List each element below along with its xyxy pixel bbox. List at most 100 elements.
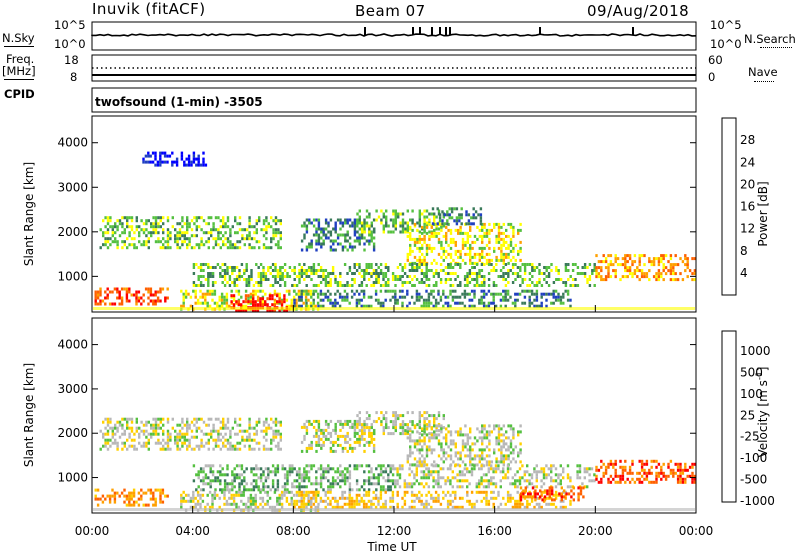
- heatmap-cell: [555, 278, 558, 281]
- heatmap-cell: [241, 237, 244, 241]
- heatmap-cell: [466, 240, 469, 244]
- heatmap-cell: [514, 479, 517, 483]
- heatmap-cell: [262, 219, 266, 223]
- heatmap-cell: [428, 246, 431, 250]
- heatmap-cell: [595, 269, 598, 273]
- heatmap-cell: [519, 424, 522, 428]
- heatmap-cell: [365, 411, 369, 415]
- heatmap-cell: [382, 230, 385, 234]
- heatmap-cell: [693, 474, 697, 478]
- heatmap-cell: [411, 439, 414, 443]
- heatmap-cell: [430, 231, 433, 235]
- heatmap-cell: [329, 499, 332, 503]
- heatmap-cell: [502, 261, 505, 265]
- heatmap-cell: [425, 263, 428, 266]
- heatmap-cell: [512, 228, 515, 232]
- heatmap-cell: [609, 260, 613, 264]
- heatmap-cell: [396, 473, 399, 477]
- heatmap-cell: [396, 266, 400, 269]
- heatmap-cell: [413, 261, 417, 265]
- heatmap-cell: [204, 473, 208, 477]
- heatmap-cell: [193, 417, 196, 421]
- heatmap-cell: [312, 496, 315, 500]
- heatmap-cell: [196, 499, 200, 503]
- heatmap-cell: [469, 246, 472, 250]
- heatmap-cell: [266, 499, 269, 503]
- heatmap-cell: [262, 269, 265, 272]
- heatmap-cell: [125, 290, 129, 294]
- heatmap-cell: [106, 287, 109, 291]
- heatmap-cell: [237, 309, 240, 313]
- heatmap-cell: [367, 476, 371, 480]
- heatmap-cell: [534, 498, 537, 502]
- heatmap-cell: [562, 467, 565, 471]
- heatmap-cell: [202, 482, 205, 486]
- heatmap-cell: [684, 254, 687, 258]
- heatmap-cell: [466, 231, 469, 235]
- heatmap-cell: [401, 304, 404, 308]
- heatmap-cell: [435, 417, 438, 421]
- heatmap-cell: [204, 292, 207, 296]
- heatmap-cell: [385, 224, 388, 228]
- heatmap-cell: [363, 423, 366, 427]
- heatmap-cell: [276, 499, 279, 503]
- heatmap-cell: [351, 248, 354, 252]
- heatmap-cell: [334, 440, 337, 444]
- y-tick-label: 2000: [57, 225, 88, 239]
- heatmap-cell: [571, 263, 575, 266]
- heatmap-cell: [492, 281, 496, 284]
- heatmap-cell: [433, 228, 436, 232]
- heatmap-cell: [312, 233, 316, 237]
- heatmap-cell: [431, 222, 435, 226]
- heatmap-cell: [432, 499, 435, 503]
- heatmap-cell: [197, 476, 200, 480]
- heatmap-cell: [274, 432, 278, 436]
- heatmap-cell: [547, 272, 551, 275]
- heatmap-cell: [295, 284, 299, 287]
- heatmap-cell: [547, 502, 551, 506]
- heatmap-cell: [262, 423, 266, 427]
- heatmap-cell: [350, 499, 354, 503]
- heatmap-cell: [413, 457, 417, 461]
- heatmap-cell: [159, 219, 162, 223]
- heatmap-cell: [245, 284, 248, 287]
- heatmap-cell: [259, 263, 263, 266]
- heatmap-cell: [298, 467, 301, 471]
- heatmap-cell: [578, 470, 582, 474]
- heatmap-cell: [636, 266, 639, 270]
- heatmap-cell: [225, 295, 229, 299]
- heatmap-cell: [200, 240, 203, 244]
- heatmap-cell: [413, 482, 416, 486]
- heatmap-cell: [411, 451, 414, 455]
- heatmap-cell: [516, 502, 519, 506]
- heatmap-cell: [432, 476, 435, 480]
- heatmap-cell: [331, 505, 335, 509]
- heatmap-cell: [432, 485, 435, 489]
- heatmap-cell: [652, 257, 656, 261]
- heatmap-cell: [420, 493, 423, 497]
- nave-tick-top: 60: [708, 53, 723, 67]
- heatmap-cell: [198, 246, 201, 250]
- heatmap-cell: [307, 464, 311, 468]
- heatmap-cell: [339, 422, 342, 426]
- heatmap-cell: [365, 284, 368, 287]
- heatmap-cell: [259, 488, 263, 492]
- heatmap-cell: [317, 482, 320, 486]
- heatmap-cell: [430, 289, 433, 293]
- heatmap-cell: [612, 269, 615, 273]
- heatmap-cell: [480, 269, 484, 272]
- heatmap-cell: [469, 258, 472, 262]
- heatmap-cell: [166, 243, 170, 247]
- heatmap-cell: [128, 216, 131, 220]
- heatmap-cell: [166, 287, 169, 291]
- heatmap-cell: [280, 493, 284, 497]
- heatmap-cell: [271, 505, 274, 509]
- heatmap-cell: [411, 249, 414, 253]
- heatmap-cell: [182, 301, 185, 305]
- heatmap-cell: [403, 502, 407, 506]
- heatmap-cell: [348, 242, 352, 246]
- heatmap-cell: [262, 234, 266, 238]
- heatmap-cell: [545, 464, 548, 468]
- heatmap-cell: [540, 505, 543, 509]
- heatmap-cell: [346, 502, 349, 506]
